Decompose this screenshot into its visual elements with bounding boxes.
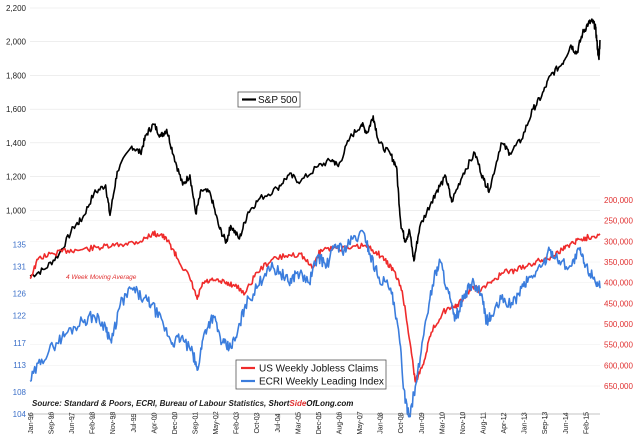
jobless-claims-series — [29, 230, 601, 383]
x-axis: Jan-96 Sep-96 Jun-97 Feb-98 Nov-98 Jul-99 Apr-… — [28, 411, 600, 435]
top-left-axis: 1,000 1,200 1,400 1,600 1,800 2,000 2,200 — [6, 4, 27, 215]
bottom-legend: US Weekly Jobless Claims ECRI Weekly Lea… — [235, 359, 387, 390]
sp500-legend-box — [237, 91, 301, 108]
x-tick-label: Feb-15 — [583, 412, 590, 434]
claims-y-tick-label: 550,000 — [604, 341, 633, 350]
x-tick-label: Sep-96 — [48, 412, 55, 435]
x-tick-label: Feb-98 — [90, 412, 97, 434]
x-tick-label: Apr-00 — [151, 412, 158, 433]
bottom-legend-box — [235, 359, 387, 390]
x-tick-label: Oct-03 — [254, 412, 261, 433]
x-tick-label: Dec-00 — [172, 412, 179, 435]
top-y-tick-label: 2,200 — [6, 4, 27, 13]
claims-y-tick-label: 250,000 — [604, 217, 633, 226]
ecri-y-tick-label: 126 — [13, 290, 27, 299]
x-tick-label: Sep-01 — [192, 412, 199, 435]
ecri-y-tick-label: 104 — [13, 410, 27, 419]
x-tick-label: Jan-13 — [522, 412, 529, 434]
ecri-series — [29, 229, 601, 418]
x-tick-label: May-07 — [357, 411, 364, 434]
jobless-claims-line — [29, 230, 601, 383]
ecri-y-tick-label: 122 — [13, 312, 27, 321]
source-site-short: Short — [269, 399, 290, 408]
ecri-legend-label: ECRI Weekly Leading Index — [259, 377, 384, 388]
x-tick-label: Sep-13 — [542, 412, 549, 435]
sp500-legend: S&P 500 — [237, 91, 301, 108]
x-tick-label: Jun-09 — [419, 412, 426, 434]
x-tick-label: Nov-98 — [110, 412, 117, 435]
source-text: Source: Standard & Poors, ECRI, Bureau o… — [32, 399, 266, 408]
ecri-y-tick-label: 117 — [13, 339, 26, 348]
bottom-panel-gridlines — [30, 199, 600, 387]
x-tick-label: Jan-96 — [28, 412, 35, 434]
moving-average-annotation: 4 Week Moving Average — [66, 274, 137, 281]
claims-y-tick-label: 400,000 — [604, 279, 633, 288]
x-tick-label: Mar-10 — [439, 412, 446, 434]
source-site-side: Side — [289, 399, 306, 408]
sp500-series — [29, 18, 601, 278]
claims-y-tick-label: 600,000 — [604, 361, 633, 370]
claims-y-tick-label: 200,000 — [604, 196, 633, 205]
ecri-y-tick-label: 131 — [13, 262, 27, 271]
x-tick-label: Feb-03 — [234, 412, 241, 434]
x-tick-label: Jun-97 — [69, 412, 76, 434]
x-tick-label: Jan-08 — [378, 412, 385, 434]
top-panel-gridlines — [30, 7, 600, 211]
x-tick-label: Aug-06 — [336, 412, 343, 435]
x-tick-label: Oct-08 — [398, 412, 405, 433]
x-tick-label: Nov-10 — [460, 412, 467, 435]
ecri-line — [29, 229, 601, 418]
x-tick-label: Jul-99 — [131, 413, 138, 432]
sp500-line — [29, 18, 601, 278]
ecri-y-tick-label: 113 — [13, 361, 26, 370]
top-y-tick-label: 1,200 — [6, 173, 27, 182]
top-y-tick-label: 1,400 — [6, 139, 27, 148]
top-y-tick-label: 1,600 — [6, 105, 27, 114]
bottom-left-axis: 104 108 113 117 122 126 131 135 — [13, 240, 27, 419]
jobless-legend-label: US Weekly Jobless Claims — [259, 364, 378, 375]
source-site-suffix: OfLong.com — [306, 399, 353, 408]
claims-y-tick-label: 350,000 — [604, 258, 633, 267]
top-y-tick-label: 1,800 — [6, 71, 27, 80]
claims-y-tick-label: 650,000 — [604, 382, 633, 391]
x-tick-label: Mar-05 — [295, 412, 302, 434]
x-tick-label: Jul-04 — [275, 413, 282, 432]
sp500-legend-label: S&P 500 — [258, 95, 298, 106]
x-tick-label: May-02 — [213, 411, 220, 434]
right-axis: 200,000 250,000 300,000 350,000 400,000 450,0… — [604, 196, 633, 391]
ecri-y-tick-label: 135 — [13, 240, 27, 249]
claims-y-tick-label: 450,000 — [604, 299, 633, 308]
x-tick-label: Dec-05 — [316, 412, 323, 435]
source-note: Source: Standard & Poors, ECRI, Bureau o… — [32, 399, 353, 408]
claims-y-tick-label: 300,000 — [604, 237, 633, 246]
x-tick-label: Jun-14 — [563, 412, 570, 434]
x-tick-label: Aug-11 — [481, 412, 488, 434]
ecri-y-tick-label: 108 — [13, 388, 27, 397]
x-tick-label: Apr-12 — [501, 412, 508, 433]
top-y-tick-label: 2,000 — [6, 38, 27, 47]
claims-y-tick-label: 500,000 — [604, 320, 633, 329]
top-y-tick-label: 1,000 — [6, 206, 27, 215]
